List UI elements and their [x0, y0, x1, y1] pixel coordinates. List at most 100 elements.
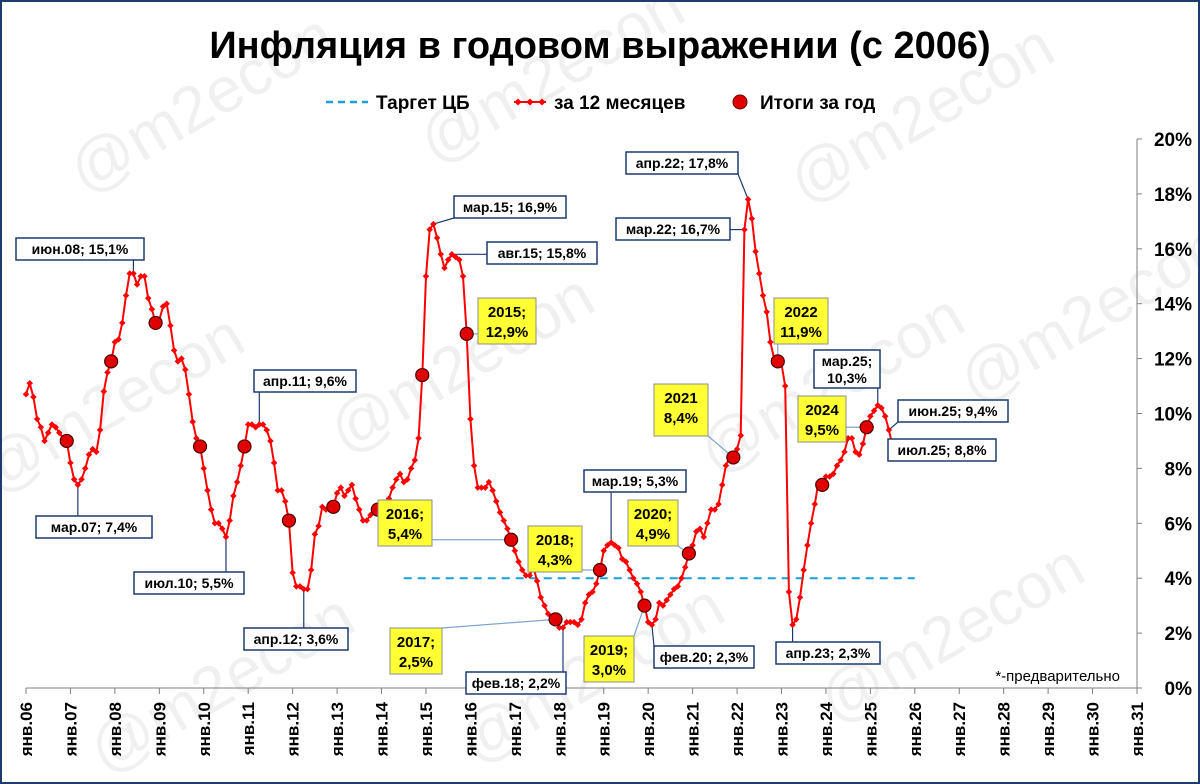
x-tick-label: янв.13	[328, 702, 347, 757]
y-tick-label: 14%	[1154, 295, 1192, 316]
inflation-point	[30, 393, 37, 401]
annotation-text: фев.20; 2,3%	[660, 649, 749, 665]
inflation-point	[278, 487, 285, 494]
annotation-text: мар.25; 10,3%	[822, 353, 873, 386]
annotation-text: мар.15; 16,9%	[463, 199, 558, 215]
annual-result-dot	[859, 420, 874, 435]
year-result-label: 2017; 2,5%	[389, 627, 443, 675]
inflation-point	[215, 520, 222, 527]
inflation-point	[430, 220, 437, 228]
inflation-point	[263, 426, 270, 434]
inflation-point	[404, 476, 411, 483]
x-tick-label: янв.22	[728, 702, 747, 757]
legend-label: Таргет ЦБ	[376, 93, 470, 114]
inflation-point	[181, 366, 189, 373]
inflation-point	[707, 506, 715, 513]
annual-result-dot	[681, 546, 696, 561]
inflation-point	[185, 391, 193, 398]
x-tick-label: янв.14	[373, 701, 392, 757]
legend-label: за 12 месяцев	[554, 93, 685, 114]
annotation-label: мар.07; 7,4%	[35, 515, 153, 539]
inflation-point	[763, 308, 770, 316]
inflation-point	[281, 498, 289, 505]
year-result-label: 2020; 4,9%	[627, 499, 679, 547]
x-tick-label: янв.25	[861, 702, 880, 757]
inflation-point	[189, 418, 196, 425]
inflation-point	[82, 465, 89, 472]
annotation-box	[486, 241, 598, 265]
year-result-text: 2020; 4,9%	[634, 506, 672, 543]
inflation-point	[289, 569, 296, 576]
inflation-point	[267, 437, 274, 445]
year-result-label: 2019; 3,0%	[583, 635, 635, 683]
inflation-point	[522, 572, 530, 579]
inflation-point	[341, 492, 348, 500]
legend-dot-swatch	[732, 94, 748, 110]
x-tick-label: янв.23	[772, 702, 791, 757]
legend-item: за 12 месяцев	[514, 93, 685, 114]
inflation-point	[422, 272, 430, 280]
inflation-point	[315, 522, 322, 530]
legend-marker	[514, 98, 522, 106]
inflation-point	[504, 525, 511, 533]
inflation-point	[204, 487, 211, 494]
x-tick-label: янв.09	[150, 702, 169, 757]
inflation-point	[337, 484, 345, 491]
inflation-point	[478, 484, 485, 491]
annotation-label: июн.08; 15,1%	[15, 237, 145, 261]
annotation-label: июл.10; 5,5%	[133, 571, 245, 595]
annotation-text: апр.23; 2,3%	[786, 645, 871, 661]
inflation-point	[785, 588, 793, 596]
inflation-point	[781, 382, 789, 390]
year-result-box	[377, 499, 433, 547]
inflation-point	[396, 470, 404, 478]
inflation-point	[426, 226, 433, 233]
annotation-layer: июн.08; 15,1% мар.07; 7,4% июл.10; 5,5% апр…	[15, 151, 1009, 695]
x-tick-label: янв.12	[284, 702, 303, 757]
inflation-point	[304, 585, 311, 593]
inflation-point	[207, 506, 215, 513]
inflation-point	[259, 421, 267, 428]
inflation-point	[244, 421, 252, 428]
inflation-point	[333, 489, 341, 497]
inflation-point	[352, 495, 359, 502]
annual-result-dot	[104, 354, 119, 369]
x-tick-label: янв.16	[461, 702, 480, 757]
chart-legend: Таргет ЦБ за 12 месяцев Итоги за год	[326, 93, 875, 114]
inflation-point	[756, 270, 763, 277]
annual-result-dot	[726, 450, 741, 465]
year-result-box	[773, 297, 829, 345]
annotation-box	[253, 369, 357, 393]
year-result-label: 2016; 5,4%	[377, 499, 433, 547]
inflation-point	[848, 434, 856, 442]
inflation-point	[144, 294, 152, 302]
inflation-point	[470, 462, 478, 469]
inflation-point	[348, 481, 356, 489]
inflation-point	[467, 415, 474, 423]
annotation-label: фев.20; 2,3%	[653, 645, 755, 669]
inflation-point	[130, 270, 137, 277]
annual-result-dot	[415, 367, 430, 383]
annotation-box	[243, 627, 349, 651]
x-tick-label: янв.29	[1039, 702, 1058, 757]
annotation-text: мар.07; 7,4%	[51, 519, 138, 535]
inflation-point	[811, 500, 819, 508]
annual-result-dot	[237, 439, 252, 454]
inflation-point	[681, 563, 689, 571]
inflation-point	[270, 459, 278, 467]
inflation-point	[793, 616, 800, 623]
annotation-box	[133, 571, 245, 595]
annotation-text: мар.22; 16,7%	[626, 221, 721, 237]
year-result-box	[627, 499, 679, 547]
inflation-point	[433, 234, 441, 242]
inflation-point	[133, 281, 141, 288]
annotation-text: фев.18; 2,2%	[472, 675, 561, 691]
annotation-text: авг.15; 15,8%	[498, 245, 587, 261]
preliminary-note: *-предварительно	[995, 668, 1120, 685]
inflation-point	[581, 599, 589, 607]
inflation-point	[137, 272, 145, 280]
annotation-box	[583, 469, 687, 493]
annotation-text: июн.25; 9,4%	[909, 403, 998, 419]
annotation-box	[897, 399, 1009, 423]
inflation-point	[363, 517, 370, 524]
